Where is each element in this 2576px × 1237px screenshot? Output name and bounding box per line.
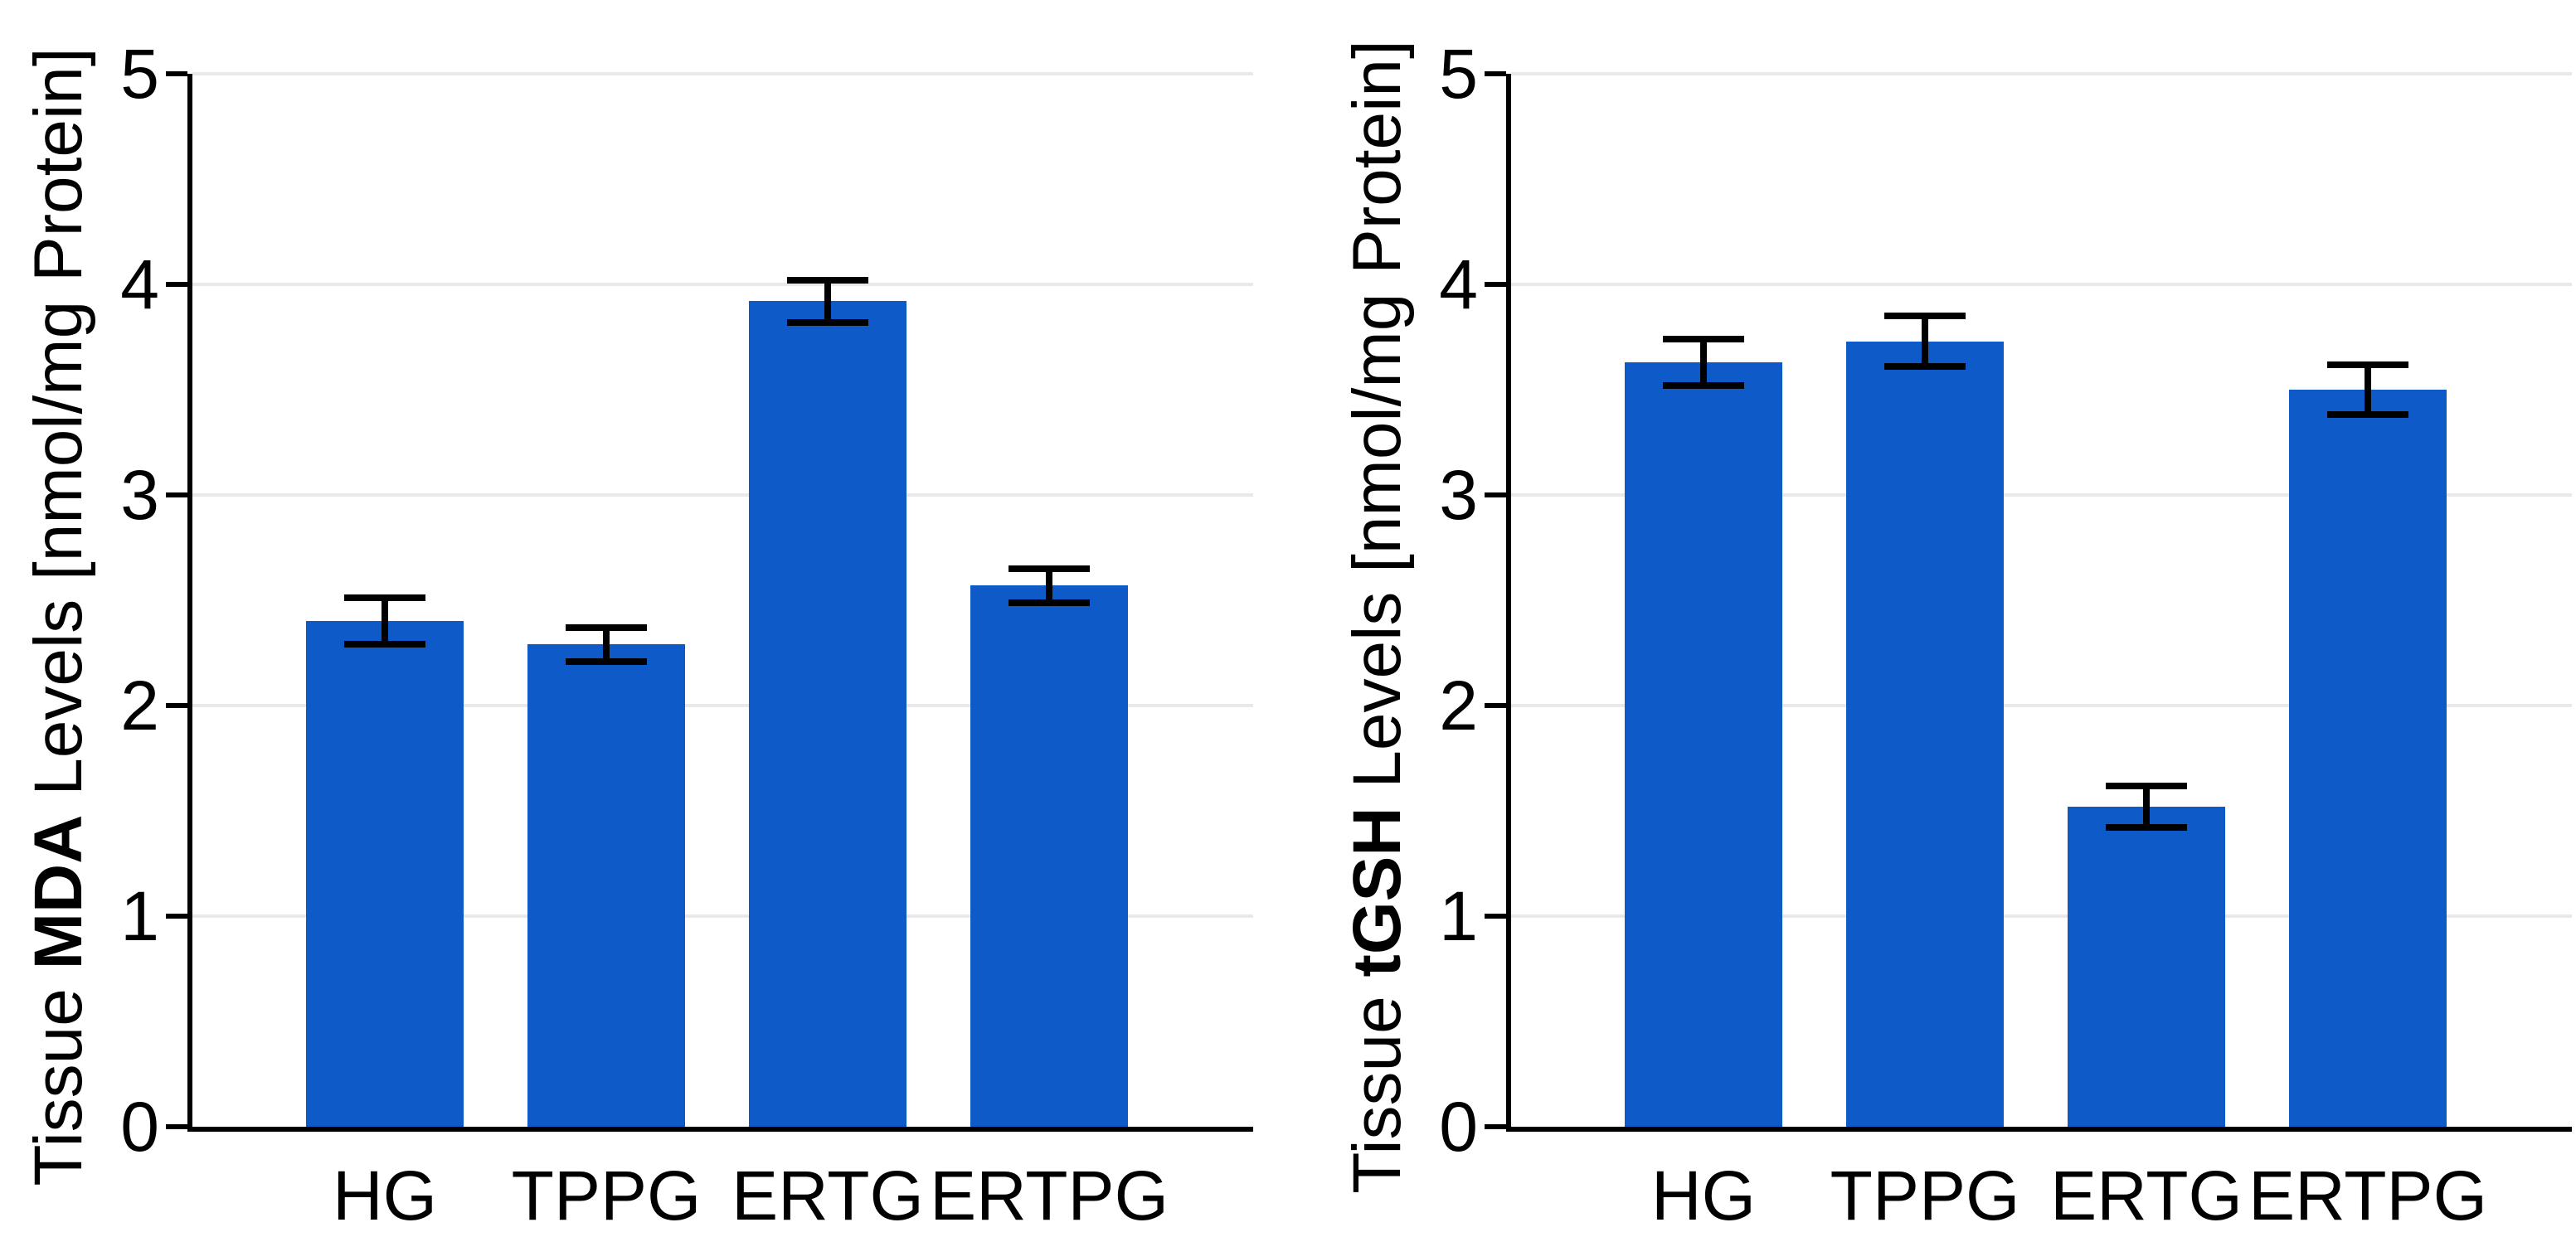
y-tick-label-2: 2 — [120, 667, 159, 745]
y-tick-label-5: 5 — [1439, 35, 1478, 113]
error-bar-cap-bottom — [1663, 381, 1744, 389]
mda-chart-panel: Tissue MDA Levels [nmol/mg Protein] 0 1 2 3… — [0, 0, 1257, 1235]
y-tick-label-1: 1 — [120, 877, 159, 955]
y-tick-2 — [166, 703, 187, 708]
gridline-y5 — [192, 72, 1253, 75]
gridline-y4 — [192, 283, 1253, 286]
mda-plot-area — [187, 72, 1253, 1132]
error-bar-cap-top — [344, 594, 425, 602]
y-tick-label-0: 0 — [120, 1088, 159, 1166]
error-bar-line — [2143, 785, 2150, 828]
error-bar-line — [2365, 364, 2371, 415]
error-bar-line — [1922, 316, 1928, 367]
y-tick-3 — [166, 492, 187, 497]
gridline-y3 — [192, 493, 1253, 497]
x-tick-label-ertg: ERTG — [731, 1157, 924, 1235]
gridline-y5 — [1511, 72, 2572, 75]
x-tick-label-hg: HG — [333, 1157, 437, 1235]
y-tick-4 — [1485, 282, 1506, 287]
y-tick-1 — [1485, 914, 1506, 919]
error-bar-cap-top — [1009, 565, 1090, 572]
y-tick-5 — [1485, 71, 1506, 76]
error-bar-cap-top — [566, 624, 647, 632]
gridline-y4 — [1511, 283, 2572, 286]
x-tick-label-ertpg: ERTPG — [2248, 1157, 2487, 1235]
y-tick-label-3: 3 — [120, 456, 159, 534]
x-tick-label-tppg: TPPG — [1830, 1157, 2020, 1235]
error-bar-cap-bottom — [1884, 363, 1966, 371]
bar-tppg — [1846, 341, 2004, 1127]
gridline-y1 — [1511, 914, 2572, 918]
y-tick-2 — [1485, 703, 1506, 708]
error-bar-cap-top — [1663, 336, 1744, 343]
bar-tppg — [527, 644, 685, 1127]
error-bar-cap-bottom — [566, 657, 647, 665]
error-bar-cap-bottom — [2106, 824, 2187, 832]
y-tick-1 — [166, 914, 187, 919]
tgsh-chart-panel: Tissue tGSH Levels [nmol/mg Protein] 0 1 2… — [1319, 0, 2576, 1235]
tgsh-y-axis-title: Tissue tGSH Levels [nmol/mg Protein] — [1329, 40, 1427, 1193]
error-bar-cap-top — [787, 276, 868, 284]
y-tick-label-3: 3 — [1439, 456, 1478, 534]
tgsh-plot-area — [1506, 72, 2572, 1132]
error-bar-cap-bottom — [787, 318, 868, 326]
error-bar-cap-bottom — [1009, 599, 1090, 606]
gridline-y3 — [1511, 493, 2572, 497]
x-tick-label-tppg: TPPG — [511, 1157, 702, 1235]
bar-ertpg — [970, 585, 1128, 1127]
x-tick-label-ertg: ERTG — [2050, 1157, 2243, 1235]
bar-ertg — [2068, 806, 2225, 1127]
x-tick-label-ertpg: ERTPG — [930, 1157, 1169, 1235]
error-bar-cap-bottom — [2327, 411, 2408, 419]
y-tick-0 — [166, 1124, 187, 1129]
y-tick-5 — [166, 71, 187, 76]
y-tick-label-1: 1 — [1439, 877, 1478, 955]
gridline-y1 — [192, 914, 1253, 918]
error-bar-line — [1046, 568, 1052, 603]
gridline-y2 — [192, 704, 1253, 707]
error-bar-line — [824, 279, 831, 323]
error-bar-cap-top — [2106, 782, 2187, 789]
mda-y-axis-title: Tissue MDA Levels [nmol/mg Protein] — [10, 47, 108, 1186]
error-bar-line — [382, 598, 388, 645]
y-tick-label-4: 4 — [1439, 245, 1478, 323]
y-tick-0 — [1485, 1124, 1506, 1129]
error-bar-line — [603, 628, 610, 662]
y-tick-label-4: 4 — [120, 245, 159, 323]
error-bar-cap-top — [2327, 361, 2408, 368]
y-tick-4 — [166, 282, 187, 287]
error-bar-cap-bottom — [344, 641, 425, 648]
x-tick-label-hg: HG — [1651, 1157, 1756, 1235]
y-tick-label-0: 0 — [1439, 1088, 1478, 1166]
bar-hg — [1625, 361, 1782, 1127]
y-tick-label-2: 2 — [1439, 667, 1478, 745]
bar-ertpg — [2289, 390, 2447, 1127]
gridline-y2 — [1511, 704, 2572, 707]
error-bar-line — [1700, 339, 1707, 386]
y-tick-label-5: 5 — [120, 35, 159, 113]
bar-ertg — [749, 301, 906, 1127]
error-bar-cap-top — [1884, 313, 1966, 320]
y-tick-3 — [1485, 492, 1506, 497]
bar-hg — [306, 621, 464, 1127]
